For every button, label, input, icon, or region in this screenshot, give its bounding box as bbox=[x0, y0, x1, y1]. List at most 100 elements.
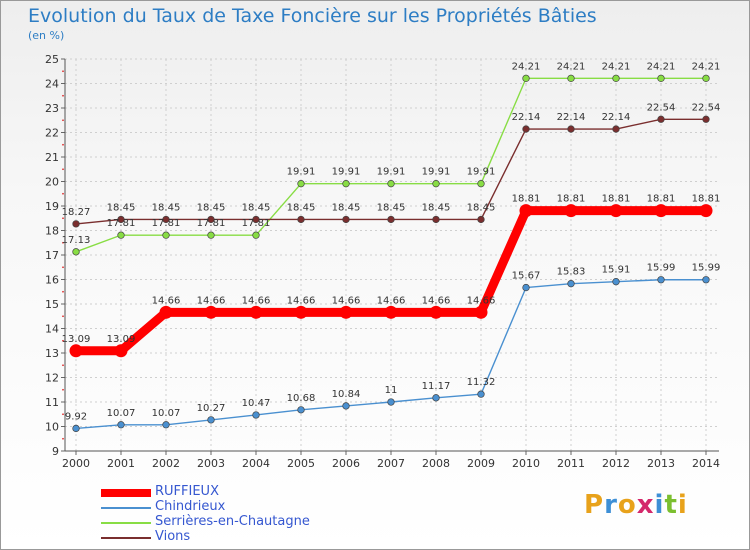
data-label-vions: 18.45 bbox=[197, 202, 226, 213]
data-point-vions bbox=[342, 215, 350, 224]
data-point-serrieres-en-chautagne bbox=[297, 180, 305, 188]
data-label-serrieres-en-chautagne: 24.21 bbox=[602, 61, 631, 72]
data-point-ruffieux bbox=[699, 204, 713, 218]
x-tick-label: 2009 bbox=[467, 457, 495, 470]
x-tick-label: 2010 bbox=[512, 457, 540, 470]
data-point-ruffieux bbox=[429, 305, 443, 319]
data-label-chindrieux: 15.99 bbox=[692, 263, 721, 274]
legend-swatch bbox=[101, 507, 151, 509]
y-tick-label: 23 bbox=[45, 102, 59, 115]
legend-label: Serrières-en-Chautagne bbox=[155, 514, 310, 529]
data-label-serrieres-en-chautagne: 17.81 bbox=[152, 218, 181, 229]
data-point-chindrieux bbox=[432, 394, 440, 402]
data-label-serrieres-en-chautagne: 24.21 bbox=[512, 61, 541, 72]
y-minor-tick bbox=[62, 217, 64, 220]
data-point-chindrieux bbox=[252, 411, 260, 419]
data-point-vions bbox=[252, 215, 260, 224]
x-tick-label: 2005 bbox=[287, 457, 315, 470]
y-minor-tick bbox=[62, 192, 64, 195]
y-tick-label: 20 bbox=[45, 176, 59, 189]
data-label-chindrieux: 15.67 bbox=[512, 271, 541, 282]
data-label-vions: 22.54 bbox=[647, 102, 676, 113]
legend-swatch bbox=[101, 522, 151, 524]
y-minor-tick bbox=[62, 119, 64, 122]
data-label-serrieres-en-chautagne: 17.81 bbox=[242, 218, 271, 229]
y-minor-tick bbox=[62, 168, 64, 171]
y-minor-tick bbox=[62, 339, 64, 342]
data-label-ruffieux: 14.66 bbox=[467, 295, 496, 306]
x-tick-label: 2003 bbox=[197, 457, 225, 470]
data-point-vions bbox=[522, 125, 530, 133]
x-tick-label: 2014 bbox=[692, 457, 720, 470]
data-label-chindrieux: 11.17 bbox=[422, 381, 451, 392]
data-point-vions bbox=[387, 215, 395, 224]
y-axis-unit: (en %) bbox=[28, 29, 65, 42]
logo-letter: t bbox=[664, 490, 678, 520]
data-label-serrieres-en-chautagne: 19.91 bbox=[332, 167, 361, 178]
data-point-chindrieux bbox=[117, 421, 125, 429]
data-label-vions: 18.45 bbox=[467, 202, 496, 213]
data-point-serrieres-en-chautagne bbox=[702, 74, 710, 83]
data-label-ruffieux: 14.66 bbox=[422, 295, 451, 306]
data-label-serrieres-en-chautagne: 19.91 bbox=[422, 167, 451, 178]
y-minor-tick bbox=[62, 437, 64, 440]
data-label-vions: 22.54 bbox=[692, 102, 721, 113]
data-label-ruffieux: 18.81 bbox=[602, 194, 631, 205]
data-label-serrieres-en-chautagne: 19.91 bbox=[467, 167, 496, 178]
data-label-ruffieux: 14.66 bbox=[197, 295, 226, 306]
data-label-chindrieux: 9.92 bbox=[65, 411, 87, 422]
data-label-chindrieux: 10.68 bbox=[287, 393, 316, 404]
data-label-chindrieux: 10.07 bbox=[107, 408, 136, 419]
data-label-chindrieux: 11.32 bbox=[467, 377, 496, 388]
data-point-serrieres-en-chautagne bbox=[72, 248, 80, 256]
data-point-vions bbox=[567, 125, 575, 133]
data-label-vions: 18.45 bbox=[107, 202, 136, 213]
data-label-serrieres-en-chautagne: 19.91 bbox=[287, 167, 316, 178]
data-point-vions bbox=[702, 115, 710, 123]
y-tick-label: 15 bbox=[45, 298, 59, 311]
data-point-ruffieux bbox=[249, 305, 263, 319]
data-label-serrieres-en-chautagne: 17.81 bbox=[197, 218, 226, 229]
data-point-serrieres-en-chautagne bbox=[117, 231, 125, 239]
y-minor-tick bbox=[62, 388, 64, 391]
data-label-serrieres-en-chautagne: 19.91 bbox=[377, 167, 406, 178]
legend-swatch bbox=[101, 537, 151, 539]
logo-letter: i bbox=[677, 490, 688, 520]
data-point-chindrieux bbox=[612, 278, 620, 286]
data-point-serrieres-en-chautagne bbox=[387, 180, 395, 188]
data-label-vions: 18.45 bbox=[287, 202, 316, 213]
data-point-chindrieux bbox=[702, 276, 710, 284]
data-point-vions bbox=[477, 215, 485, 224]
data-point-ruffieux bbox=[69, 344, 83, 358]
data-label-ruffieux: 14.66 bbox=[242, 295, 271, 306]
y-minor-tick bbox=[62, 290, 64, 293]
x-tick-label: 2011 bbox=[557, 457, 585, 470]
legend-label: RUFFIEUX bbox=[155, 484, 219, 499]
data-label-ruffieux: 14.66 bbox=[152, 295, 181, 306]
data-point-serrieres-en-chautagne bbox=[207, 231, 215, 239]
data-point-vions bbox=[297, 215, 305, 224]
data-point-vions bbox=[657, 115, 665, 123]
y-tick-label: 9 bbox=[52, 445, 59, 458]
y-minor-tick bbox=[62, 94, 64, 97]
data-point-ruffieux bbox=[204, 305, 218, 319]
y-tick-label: 14 bbox=[45, 323, 59, 336]
logo-letter: x bbox=[636, 490, 655, 520]
data-label-chindrieux: 10.47 bbox=[242, 398, 271, 409]
legend-swatch bbox=[101, 489, 151, 497]
y-minor-tick bbox=[62, 70, 64, 73]
data-label-vions: 22.14 bbox=[602, 112, 631, 123]
y-tick-label: 22 bbox=[45, 127, 59, 140]
y-tick-label: 10 bbox=[45, 421, 59, 434]
data-point-serrieres-en-chautagne bbox=[522, 74, 530, 83]
y-tick-label: 11 bbox=[45, 396, 59, 409]
data-point-serrieres-en-chautagne bbox=[612, 74, 620, 83]
data-point-chindrieux bbox=[207, 416, 215, 424]
data-point-serrieres-en-chautagne bbox=[477, 180, 485, 188]
data-point-ruffieux bbox=[339, 305, 353, 319]
data-point-ruffieux bbox=[294, 305, 308, 319]
data-point-serrieres-en-chautagne bbox=[567, 74, 575, 83]
data-point-vions bbox=[432, 215, 440, 224]
data-point-serrieres-en-chautagne bbox=[162, 231, 170, 239]
